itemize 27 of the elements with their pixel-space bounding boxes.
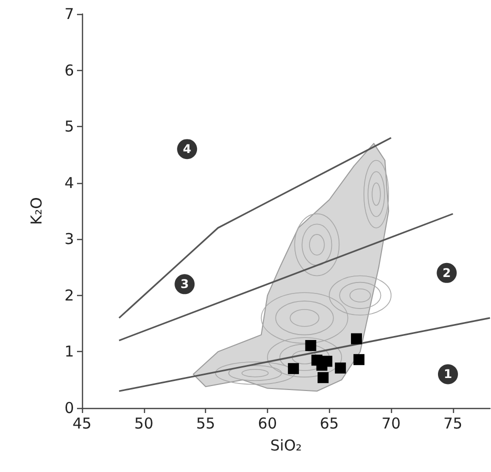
point <box>334 362 346 374</box>
annotation: 2 <box>442 266 451 280</box>
x-tick-label: 55 <box>196 414 216 432</box>
point <box>318 372 329 384</box>
annotation: 3 <box>180 277 189 292</box>
x-tick-label: 70 <box>382 414 401 432</box>
y-tick-label: 7 <box>64 5 74 23</box>
x-tick-label: 45 <box>72 414 92 432</box>
y-axis-title: K₂O <box>28 197 46 225</box>
y-tick-label: 3 <box>64 230 74 248</box>
annotation: 4 <box>182 142 192 156</box>
y-tick-label: 1 <box>64 342 74 361</box>
y-tick-label: 4 <box>64 174 74 192</box>
x-tick-label: 65 <box>320 414 339 432</box>
x-tick-label: 60 <box>258 414 277 432</box>
point <box>350 333 362 344</box>
x-axis-title: SiO₂ <box>270 436 302 454</box>
y-tick-label: 2 <box>64 286 74 304</box>
point <box>353 354 364 366</box>
y-tick-label: 5 <box>64 118 74 136</box>
x-tick-label: 50 <box>134 414 154 432</box>
point <box>288 363 299 374</box>
point <box>305 340 316 352</box>
y-tick-label: 0 <box>64 399 74 417</box>
x-tick-label: 75 <box>443 414 462 432</box>
annotation: 1 <box>444 367 452 382</box>
y-tick-label: 6 <box>64 61 74 80</box>
